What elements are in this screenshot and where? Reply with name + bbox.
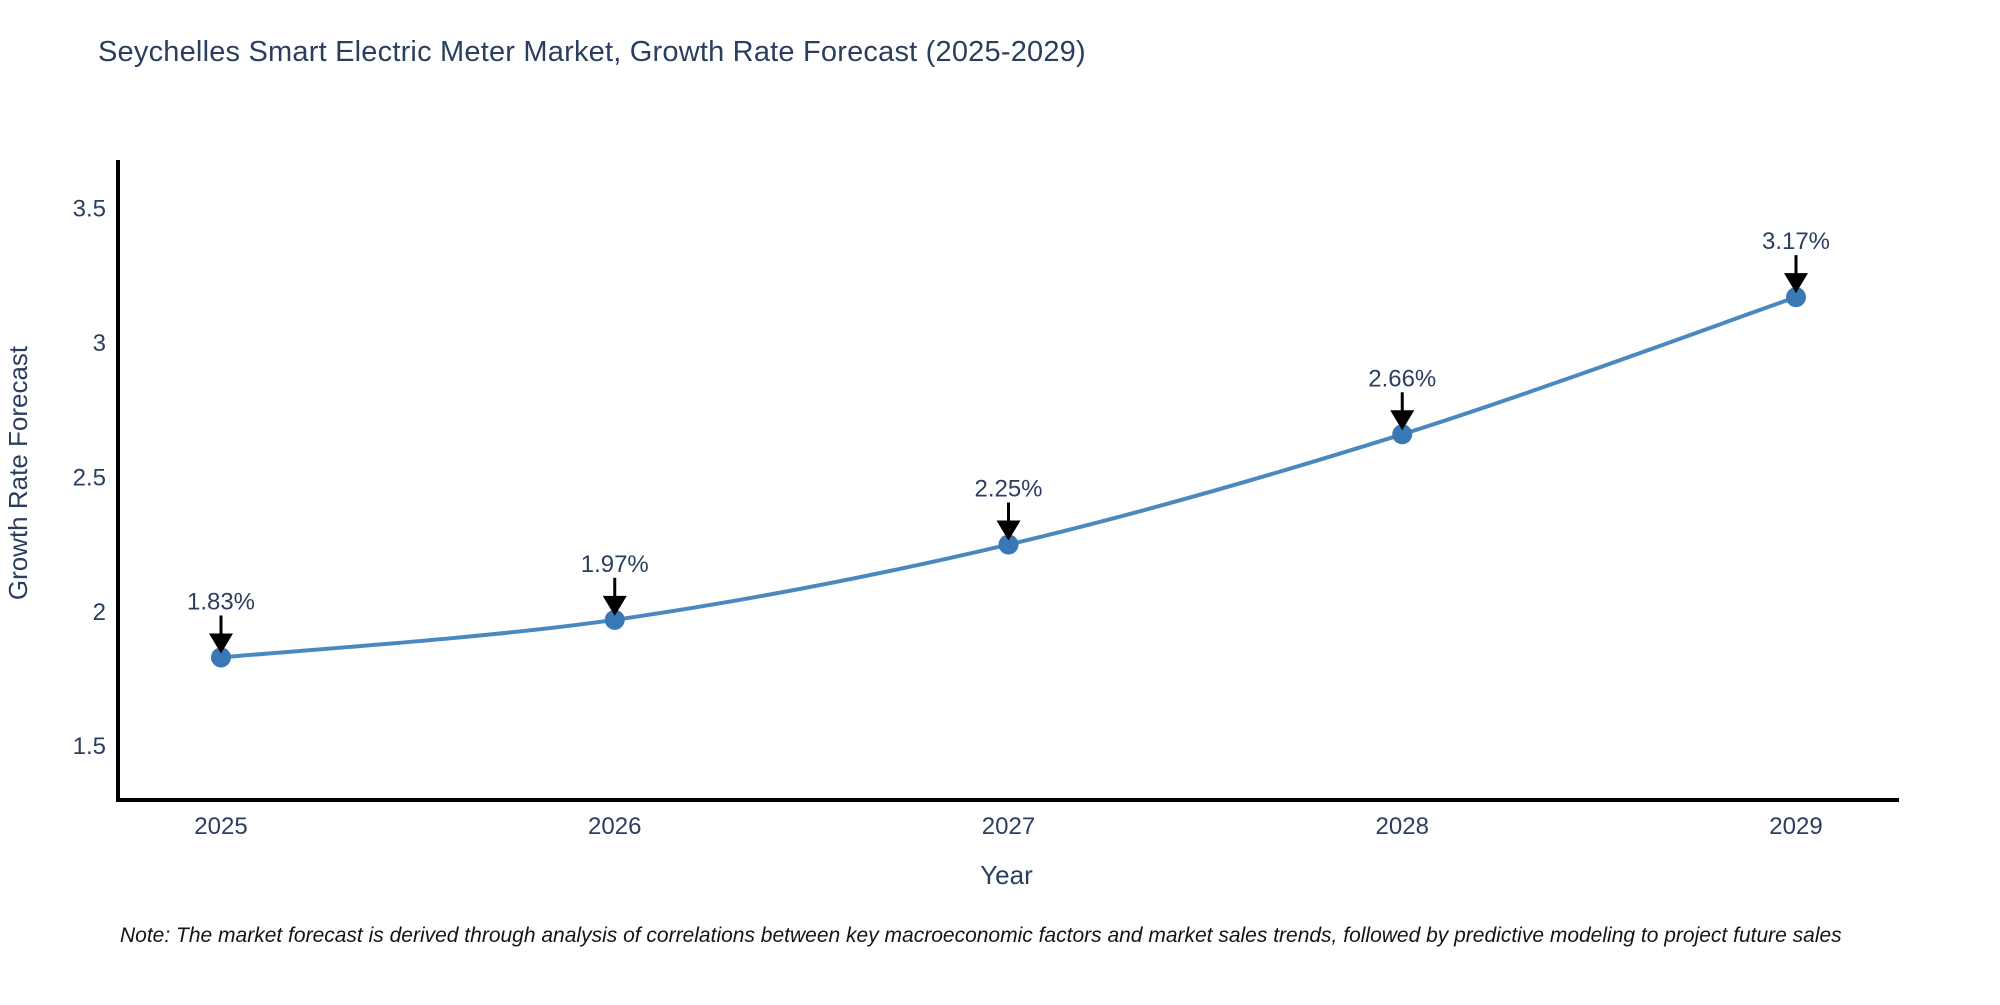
y-tick-label: 2.5 xyxy=(73,464,106,491)
data-point-marker-2025 xyxy=(211,647,231,668)
annotation-arrowhead xyxy=(1390,410,1415,431)
x-tick-label: 2027 xyxy=(982,813,1035,840)
annotation-label: 2.25% xyxy=(974,476,1042,503)
x-tick-label: 2026 xyxy=(588,813,641,840)
annotation-label: 1.97% xyxy=(581,551,649,578)
note-text: Note: The market forecast is derived thr… xyxy=(120,924,1842,947)
annotation-label: 1.83% xyxy=(187,588,255,615)
data-point-marker-2028 xyxy=(1392,424,1413,445)
annotation-arrowhead xyxy=(209,633,233,654)
annotation-arrowhead xyxy=(996,520,1021,541)
x-axis-title: Year xyxy=(980,860,1033,890)
annotation-arrowhead xyxy=(1784,273,1808,294)
y-tick-label: 3 xyxy=(93,330,106,357)
y-tick-label: 2 xyxy=(93,599,106,626)
x-axis-line xyxy=(116,798,1899,802)
y-axis-line xyxy=(116,160,120,802)
x-tick-label: 2025 xyxy=(194,813,247,840)
data-point-marker-2029 xyxy=(1786,287,1806,308)
annotation-label: 3.17% xyxy=(1762,228,1830,255)
data-point-marker-2026 xyxy=(604,609,625,630)
x-tick-label: 2028 xyxy=(1376,813,1429,840)
y-tick-label: 1.5 xyxy=(73,733,106,760)
y-axis-title: Growth Rate Forecast xyxy=(3,345,33,600)
x-tick-label: 2029 xyxy=(1769,813,1822,840)
annotation-arrowhead xyxy=(602,595,627,616)
y-tick-label: 3.5 xyxy=(73,195,106,222)
chart-title: Seychelles Smart Electric Meter Market, … xyxy=(98,36,1086,68)
data-point-marker-2027 xyxy=(998,534,1019,555)
annotation-label: 2.66% xyxy=(1368,365,1436,392)
